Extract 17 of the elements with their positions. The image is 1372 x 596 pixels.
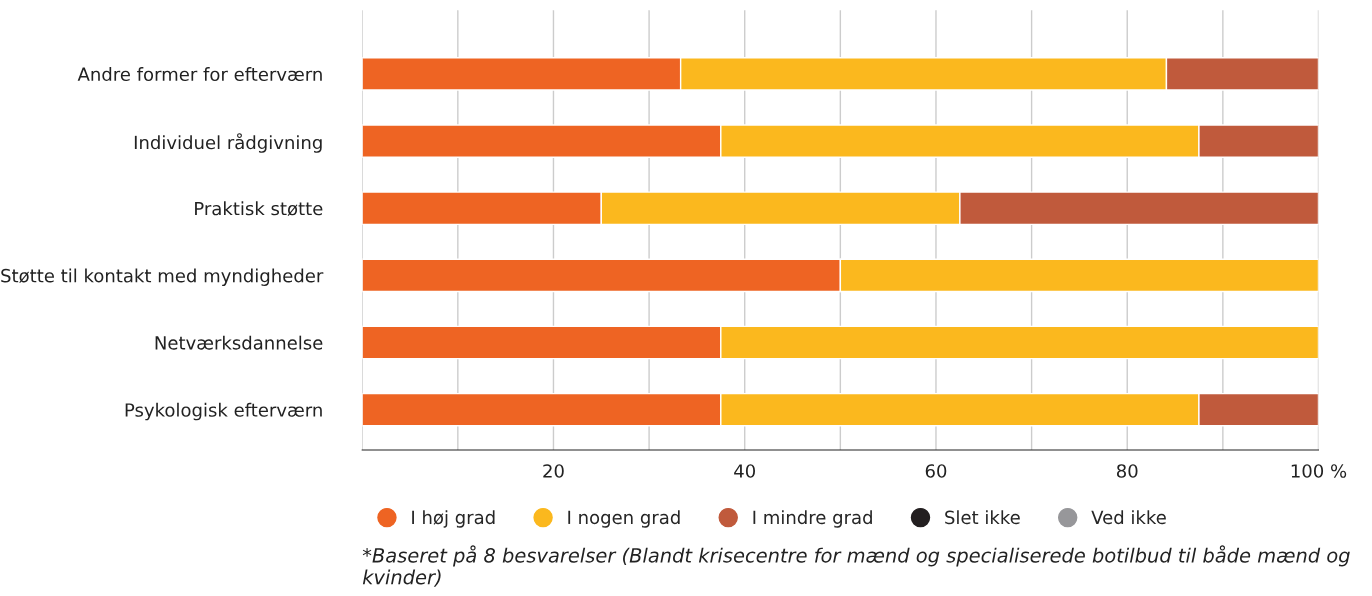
- y-tick-label: Andre former for efterværn: [77, 67, 322, 82]
- y-tick-label: Individuel rådgivning: [134, 133, 322, 153]
- legend-label: Ved ikke: [1091, 510, 1166, 525]
- x-tick-label: 100 %: [1291, 464, 1347, 478]
- y-tick-label: Støtte til kontakt med myndigheder: [1, 268, 324, 286]
- y-tick-label: Praktisk støtte: [195, 201, 323, 216]
- legend-label: I nogen grad: [568, 510, 680, 528]
- text: *Baseret på 8 besvarelser (Blandt krisecentre for mænd og specialiserede botilbud til både mænd og kvinder): [362, 545, 1350, 587]
- legend-label: Slet ikke: [945, 510, 1020, 525]
- legend-label: I høj grad: [412, 510, 495, 528]
- x-tick-label: 40: [734, 464, 756, 478]
- y-tick-label: Psykologisk efterværn: [125, 402, 322, 421]
- x-tick-label: 60: [925, 464, 947, 478]
- x-tick-label: 80: [1116, 464, 1138, 478]
- x-tick-label: 20: [543, 464, 564, 478]
- legend-label: I mindre grad: [753, 510, 872, 528]
- y-tick-label: Netværksdannelse: [155, 335, 323, 350]
